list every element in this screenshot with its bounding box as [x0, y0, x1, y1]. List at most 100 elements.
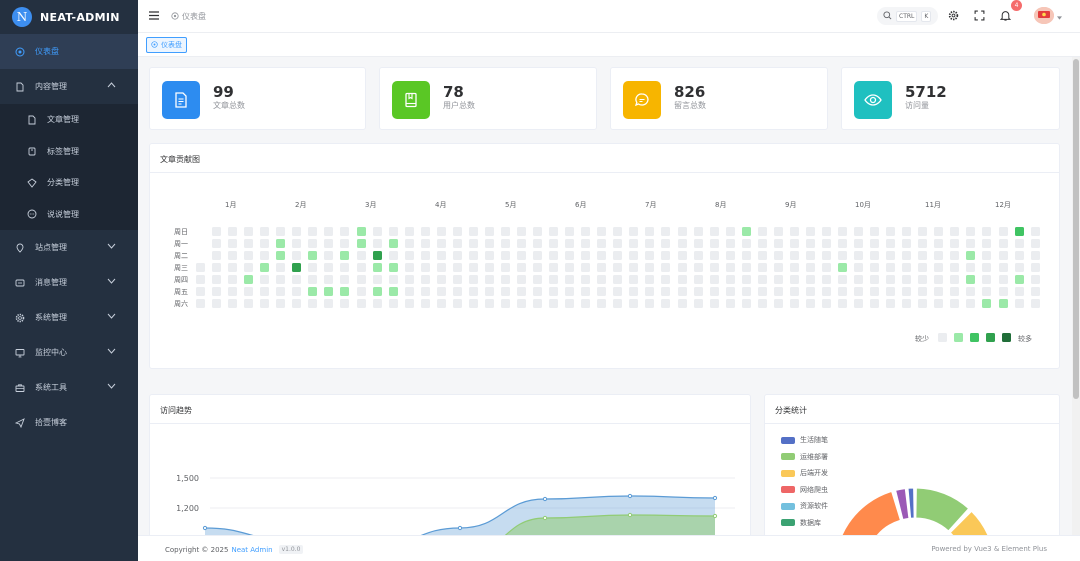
contribution-cell[interactable] — [388, 251, 398, 260]
contribution-cell[interactable] — [404, 227, 414, 236]
contribution-cell[interactable] — [260, 239, 270, 248]
contribution-cell[interactable] — [805, 251, 815, 260]
contribution-cell[interactable] — [998, 227, 1008, 236]
contribution-cell[interactable] — [918, 287, 928, 296]
contribution-cell[interactable] — [838, 239, 847, 248]
contribution-cell[interactable] — [581, 287, 591, 296]
contribution-cell[interactable] — [645, 239, 655, 248]
contribution-cell[interactable] — [244, 263, 254, 272]
contribution-cell[interactable] — [212, 275, 222, 284]
contribution-cell[interactable] — [212, 299, 222, 308]
contribution-cell[interactable] — [549, 287, 559, 296]
contribution-cell[interactable] — [805, 263, 815, 272]
contribution-cell[interactable] — [581, 299, 591, 308]
contribution-cell[interactable] — [773, 227, 783, 236]
contribution-cell[interactable] — [436, 299, 446, 308]
contribution-cell[interactable] — [838, 299, 847, 308]
contribution-cell[interactable] — [741, 239, 751, 248]
contribution-cell[interactable] — [613, 251, 623, 260]
contribution-cell[interactable] — [693, 287, 703, 296]
contribution-cell[interactable] — [725, 275, 735, 284]
contribution-cell[interactable] — [260, 275, 270, 284]
contribution-cell[interactable] — [484, 251, 494, 260]
contribution-cell[interactable] — [886, 263, 896, 272]
contribution-cell[interactable] — [982, 275, 992, 284]
contribution-cell[interactable] — [821, 275, 831, 284]
contribution-cell[interactable] — [886, 239, 896, 248]
contribution-cell[interactable] — [725, 299, 735, 308]
contribution-cell[interactable] — [613, 227, 623, 236]
contribution-cell[interactable] — [308, 227, 318, 236]
contribution-cell[interactable] — [661, 287, 671, 296]
contribution-cell[interactable] — [773, 299, 783, 308]
contribution-cell[interactable] — [292, 239, 302, 248]
contribution-cell[interactable] — [693, 239, 703, 248]
contribution-cell[interactable] — [645, 299, 655, 308]
contribution-cell[interactable] — [292, 287, 302, 296]
contribution-cell[interactable] — [356, 287, 366, 296]
contribution-cell[interactable] — [356, 251, 366, 260]
scroll-thumb[interactable] — [1073, 59, 1079, 399]
contribution-cell[interactable] — [677, 227, 687, 236]
contribution-cell[interactable] — [356, 239, 366, 248]
contribution-cell[interactable] — [597, 275, 607, 284]
contribution-cell[interactable] — [918, 263, 928, 272]
contribution-cell[interactable] — [276, 227, 286, 236]
contribution-cell[interactable] — [773, 239, 783, 248]
contribution-cell[interactable] — [212, 263, 222, 272]
pie-legend-item[interactable]: 网络爬虫 — [781, 485, 828, 495]
contribution-cell[interactable] — [581, 251, 591, 260]
contribution-cell[interactable] — [950, 287, 960, 296]
contribution-cell[interactable] — [821, 287, 831, 296]
contribution-cell[interactable] — [645, 251, 655, 260]
contribution-cell[interactable] — [789, 227, 799, 236]
contribution-cell[interactable] — [934, 299, 944, 308]
contribution-cell[interactable] — [581, 227, 591, 236]
contribution-cell[interactable] — [228, 239, 238, 248]
contribution-cell[interactable] — [404, 299, 414, 308]
contribution-cell[interactable] — [757, 239, 767, 248]
contribution-cell[interactable] — [500, 227, 510, 236]
contribution-cell[interactable] — [741, 299, 751, 308]
contribution-cell[interactable] — [340, 227, 350, 236]
contribution-cell[interactable] — [757, 299, 767, 308]
contribution-cell[interactable] — [902, 287, 912, 296]
contribution-cell[interactable] — [260, 263, 270, 272]
contribution-cell[interactable] — [260, 287, 270, 296]
contribution-cell[interactable] — [870, 299, 880, 308]
contribution-cell[interactable] — [693, 227, 703, 236]
contribution-cell[interactable] — [468, 263, 478, 272]
contribution-cell[interactable] — [292, 263, 302, 272]
contribution-cell[interactable] — [420, 239, 430, 248]
contribution-cell[interactable] — [886, 251, 896, 260]
contribution-cell[interactable] — [741, 275, 751, 284]
contribution-cell[interactable] — [565, 299, 575, 308]
contribution-cell[interactable] — [838, 275, 847, 284]
contribution-cell[interactable] — [1014, 239, 1024, 248]
category-pie-chart[interactable] — [825, 423, 1061, 535]
contribution-cell[interactable] — [324, 239, 334, 248]
contribution-cell[interactable] — [982, 263, 992, 272]
contribution-cell[interactable] — [404, 275, 414, 284]
contribution-cell[interactable] — [420, 227, 430, 236]
contribution-cell[interactable] — [308, 287, 318, 296]
contribution-cell[interactable] — [228, 275, 238, 284]
contribution-cell[interactable] — [244, 275, 254, 284]
contribution-cell[interactable] — [966, 287, 976, 296]
contribution-cell[interactable] — [998, 287, 1008, 296]
sidebar-item-content[interactable]: 内容管理 — [0, 69, 138, 104]
contribution-cell[interactable] — [340, 287, 350, 296]
contribution-cell[interactable] — [484, 275, 494, 284]
sidebar-item-talks[interactable]: 说说管理 — [0, 199, 138, 231]
caret-down-icon[interactable] — [1057, 13, 1062, 22]
contribution-cell[interactable] — [276, 275, 286, 284]
contribution-cell[interactable] — [292, 299, 302, 308]
contribution-cell[interactable] — [757, 251, 767, 260]
contribution-cell[interactable] — [404, 239, 414, 248]
contribution-cell[interactable] — [517, 227, 526, 236]
contribution-cell[interactable] — [645, 287, 655, 296]
contribution-cell[interactable] — [597, 239, 607, 248]
contribution-cell[interactable] — [452, 275, 462, 284]
contribution-cell[interactable] — [340, 251, 350, 260]
search-button[interactable]: CTRL K — [877, 7, 938, 25]
